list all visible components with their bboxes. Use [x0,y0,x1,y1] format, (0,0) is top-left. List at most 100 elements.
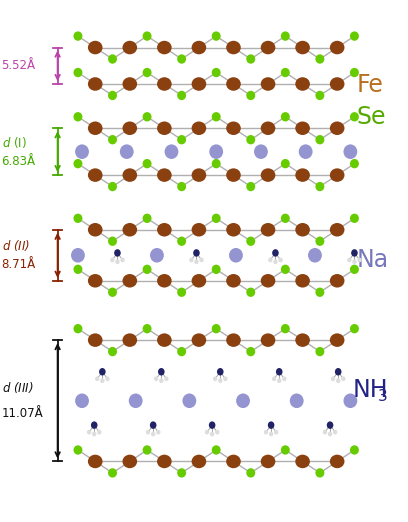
Ellipse shape [122,455,137,468]
Ellipse shape [272,249,279,257]
Ellipse shape [143,68,151,77]
Ellipse shape [350,213,359,223]
Ellipse shape [295,274,310,288]
Ellipse shape [315,54,324,64]
Ellipse shape [73,324,82,334]
Ellipse shape [347,258,352,262]
Ellipse shape [261,77,275,91]
Ellipse shape [122,223,137,236]
Ellipse shape [295,168,310,182]
Ellipse shape [146,430,150,434]
Text: $d$ (III): $d$ (III) [2,380,33,395]
Ellipse shape [105,376,110,381]
Ellipse shape [177,135,186,145]
Ellipse shape [88,77,102,91]
Ellipse shape [212,213,221,223]
Ellipse shape [158,368,164,375]
Ellipse shape [281,265,290,274]
Ellipse shape [88,122,102,135]
Ellipse shape [328,432,332,436]
Ellipse shape [261,334,275,347]
Ellipse shape [122,274,137,288]
Text: Se: Se [357,104,386,128]
Ellipse shape [157,455,172,468]
Ellipse shape [350,68,359,77]
Ellipse shape [88,168,102,182]
Ellipse shape [226,223,241,236]
Ellipse shape [276,368,282,375]
Ellipse shape [226,41,241,54]
Ellipse shape [192,41,206,54]
Ellipse shape [215,430,220,434]
Ellipse shape [120,145,134,159]
Text: 11.07Å: 11.07Å [2,407,43,420]
Ellipse shape [122,168,137,182]
Ellipse shape [246,468,255,478]
Ellipse shape [315,182,324,191]
Ellipse shape [157,77,172,91]
Ellipse shape [122,122,137,135]
Ellipse shape [315,468,324,478]
Ellipse shape [268,258,273,262]
Ellipse shape [236,394,250,408]
Ellipse shape [344,394,357,408]
Ellipse shape [261,223,275,236]
Ellipse shape [273,259,277,264]
Ellipse shape [315,135,324,145]
Ellipse shape [212,265,221,274]
Ellipse shape [75,394,89,408]
Ellipse shape [330,168,344,182]
Ellipse shape [212,324,221,334]
Text: Na: Na [357,248,388,272]
Ellipse shape [150,248,164,263]
Ellipse shape [143,213,151,223]
Ellipse shape [156,430,160,434]
Ellipse shape [226,168,241,182]
Ellipse shape [281,31,290,41]
Text: NH: NH [353,378,388,402]
Ellipse shape [246,91,255,100]
Ellipse shape [278,258,283,262]
Ellipse shape [254,145,268,159]
Ellipse shape [88,41,102,54]
Ellipse shape [330,455,344,468]
Ellipse shape [315,347,324,357]
Ellipse shape [192,223,206,236]
Ellipse shape [261,41,275,54]
Ellipse shape [281,112,290,122]
Ellipse shape [327,421,333,429]
Ellipse shape [269,432,273,436]
Ellipse shape [157,168,172,182]
Ellipse shape [246,288,255,297]
Ellipse shape [209,421,215,429]
Ellipse shape [218,378,222,383]
Ellipse shape [295,334,310,347]
Ellipse shape [177,347,186,357]
Ellipse shape [182,394,196,408]
Ellipse shape [177,288,186,297]
Ellipse shape [315,288,324,297]
Ellipse shape [350,31,359,41]
Ellipse shape [350,112,359,122]
Ellipse shape [330,223,344,236]
Ellipse shape [73,159,82,168]
Ellipse shape [200,258,204,262]
Ellipse shape [212,31,221,41]
Ellipse shape [108,468,117,478]
Ellipse shape [108,54,117,64]
Ellipse shape [261,455,275,468]
Ellipse shape [120,258,125,262]
Ellipse shape [122,334,137,347]
Ellipse shape [122,77,137,91]
Ellipse shape [88,223,102,236]
Ellipse shape [330,122,344,135]
Ellipse shape [246,347,255,357]
Ellipse shape [143,324,151,334]
Ellipse shape [261,274,275,288]
Ellipse shape [91,421,98,429]
Ellipse shape [88,274,102,288]
Ellipse shape [351,249,358,257]
Ellipse shape [261,122,275,135]
Ellipse shape [192,455,206,468]
Ellipse shape [246,135,255,145]
